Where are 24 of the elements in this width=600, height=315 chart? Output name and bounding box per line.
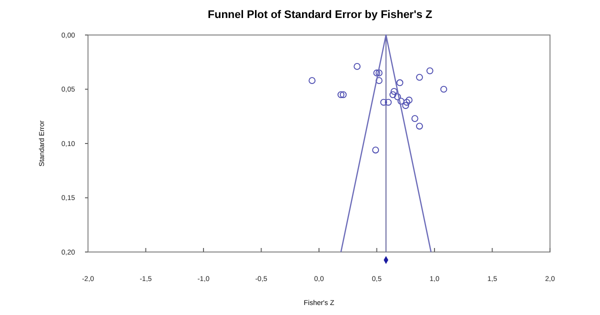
point <box>440 86 448 93</box>
point <box>389 91 396 98</box>
point <box>373 70 380 76</box>
point <box>354 63 361 70</box>
point <box>338 91 344 98</box>
chart-title: Funnel Plot of Standard Error by Fisher's Z <box>208 9 433 21</box>
point <box>396 79 404 86</box>
point <box>416 122 423 130</box>
point <box>340 91 347 98</box>
point <box>372 146 380 154</box>
point <box>403 98 410 106</box>
point <box>376 77 382 84</box>
point <box>411 115 418 122</box>
point <box>390 88 398 95</box>
point <box>398 98 404 105</box>
point <box>308 77 316 84</box>
point <box>394 93 401 100</box>
point <box>406 96 413 104</box>
point <box>380 98 388 106</box>
point <box>402 102 410 109</box>
point <box>376 70 382 76</box>
point <box>384 98 392 106</box>
point <box>426 67 434 74</box>
point <box>416 74 423 81</box>
